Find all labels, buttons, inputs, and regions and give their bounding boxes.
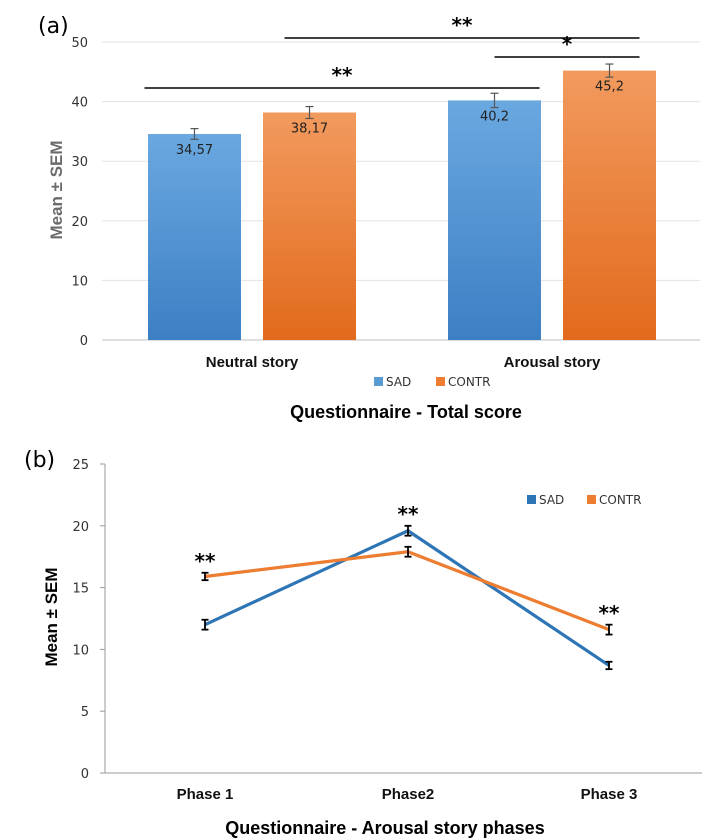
- error-bar-sad-0: [190, 127, 199, 140]
- legend-label: CONTR: [448, 375, 490, 389]
- error-bar-contr-0: [305, 105, 314, 120]
- panel-label-b: (b): [24, 448, 55, 473]
- error-bar-contr-1: [605, 63, 614, 78]
- bar-sad-0: [148, 133, 241, 340]
- error-bar-sad-2: [605, 660, 613, 671]
- y-tick-label: 5: [81, 705, 89, 720]
- data-label: 34,57: [176, 143, 213, 158]
- x-category-label: Phase 1: [177, 786, 234, 803]
- y-tick-label: 50: [71, 36, 88, 51]
- legend-swatch-contr: [436, 377, 445, 386]
- x-category-label: Neutral story: [206, 354, 299, 371]
- y-tick-label: 0: [81, 767, 89, 782]
- chart-title-a: Questionnaire - Total score: [290, 402, 522, 422]
- bar-contr-0: [263, 112, 356, 340]
- bars-a: 34,57 38,17 40,2 45,2: [148, 63, 656, 341]
- y-tick-label: 25: [72, 458, 89, 473]
- significance-b: ** ** **: [195, 502, 620, 625]
- legend-b: SAD CONTR: [527, 493, 641, 507]
- bar-contr-1: [563, 70, 656, 340]
- panel-label-a: (a): [38, 14, 69, 39]
- significance-marker: **: [398, 502, 419, 526]
- x-category-label: Phase 3: [581, 786, 638, 803]
- significance-a: *****: [144, 13, 640, 89]
- legend-swatch-sad: [374, 377, 383, 386]
- legend-swatch-contr: [587, 495, 596, 504]
- y-tick-label: 20: [71, 215, 88, 230]
- significance-marker: **: [195, 549, 216, 573]
- error-bar-contr-0: [201, 571, 209, 582]
- data-label: 38,17: [291, 122, 328, 137]
- y-tick-label: 30: [71, 155, 88, 170]
- legend-a: SAD CONTR: [374, 375, 490, 389]
- x-category-label: Phase2: [382, 786, 435, 803]
- y-tick-label: 10: [71, 274, 88, 289]
- series-line-contr: [204, 550, 610, 632]
- bar-chart-total-score: (a) Mean ± SEM 0 10 20 30 40 50 34,57 38,17 40,…: [38, 13, 700, 422]
- x-categories-b: Phase 1 Phase2 Phase 3: [177, 786, 638, 803]
- y-tick-label: 20: [72, 520, 89, 535]
- legend-label: SAD: [386, 375, 411, 389]
- legend-swatch-sad: [527, 495, 536, 504]
- error-bar-contr-2: [605, 623, 613, 636]
- legend-label: SAD: [539, 493, 564, 507]
- y-tick-label: 40: [71, 96, 88, 111]
- y-ticks-b: 0 5 10 15 20 25: [72, 458, 105, 782]
- error-bar-sad-0: [201, 618, 209, 631]
- y-tick-label: 15: [72, 582, 89, 597]
- y-tick-label: 0: [80, 334, 88, 349]
- y-axis-label-b: Mean ± SEM: [42, 567, 61, 666]
- x-categories-a: Neutral story Arousal story: [206, 354, 601, 371]
- x-category-label: Arousal story: [504, 354, 601, 371]
- bar-sad-1: [448, 100, 541, 341]
- lines-b: [201, 524, 613, 671]
- data-label: 40,2: [480, 109, 509, 124]
- y-tick-label: 10: [72, 643, 89, 658]
- significance-marker: **: [452, 13, 473, 37]
- legend-label: CONTR: [599, 493, 641, 507]
- y-ticks-a: 0 10 20 30 40 50: [71, 36, 88, 349]
- chart-title-b: Questionnaire - Arousal story phases: [225, 818, 544, 838]
- y-axis-label-a: Mean ± SEM: [47, 140, 66, 239]
- error-bar-sad-1: [490, 92, 499, 109]
- axes-b: [104, 464, 702, 774]
- error-bar-sad-1: [404, 524, 412, 537]
- error-bar-contr-1: [404, 545, 412, 558]
- significance-marker: **: [332, 63, 353, 87]
- significance-marker: *: [562, 32, 573, 56]
- data-label: 45,2: [595, 80, 624, 95]
- significance-marker: **: [599, 601, 620, 625]
